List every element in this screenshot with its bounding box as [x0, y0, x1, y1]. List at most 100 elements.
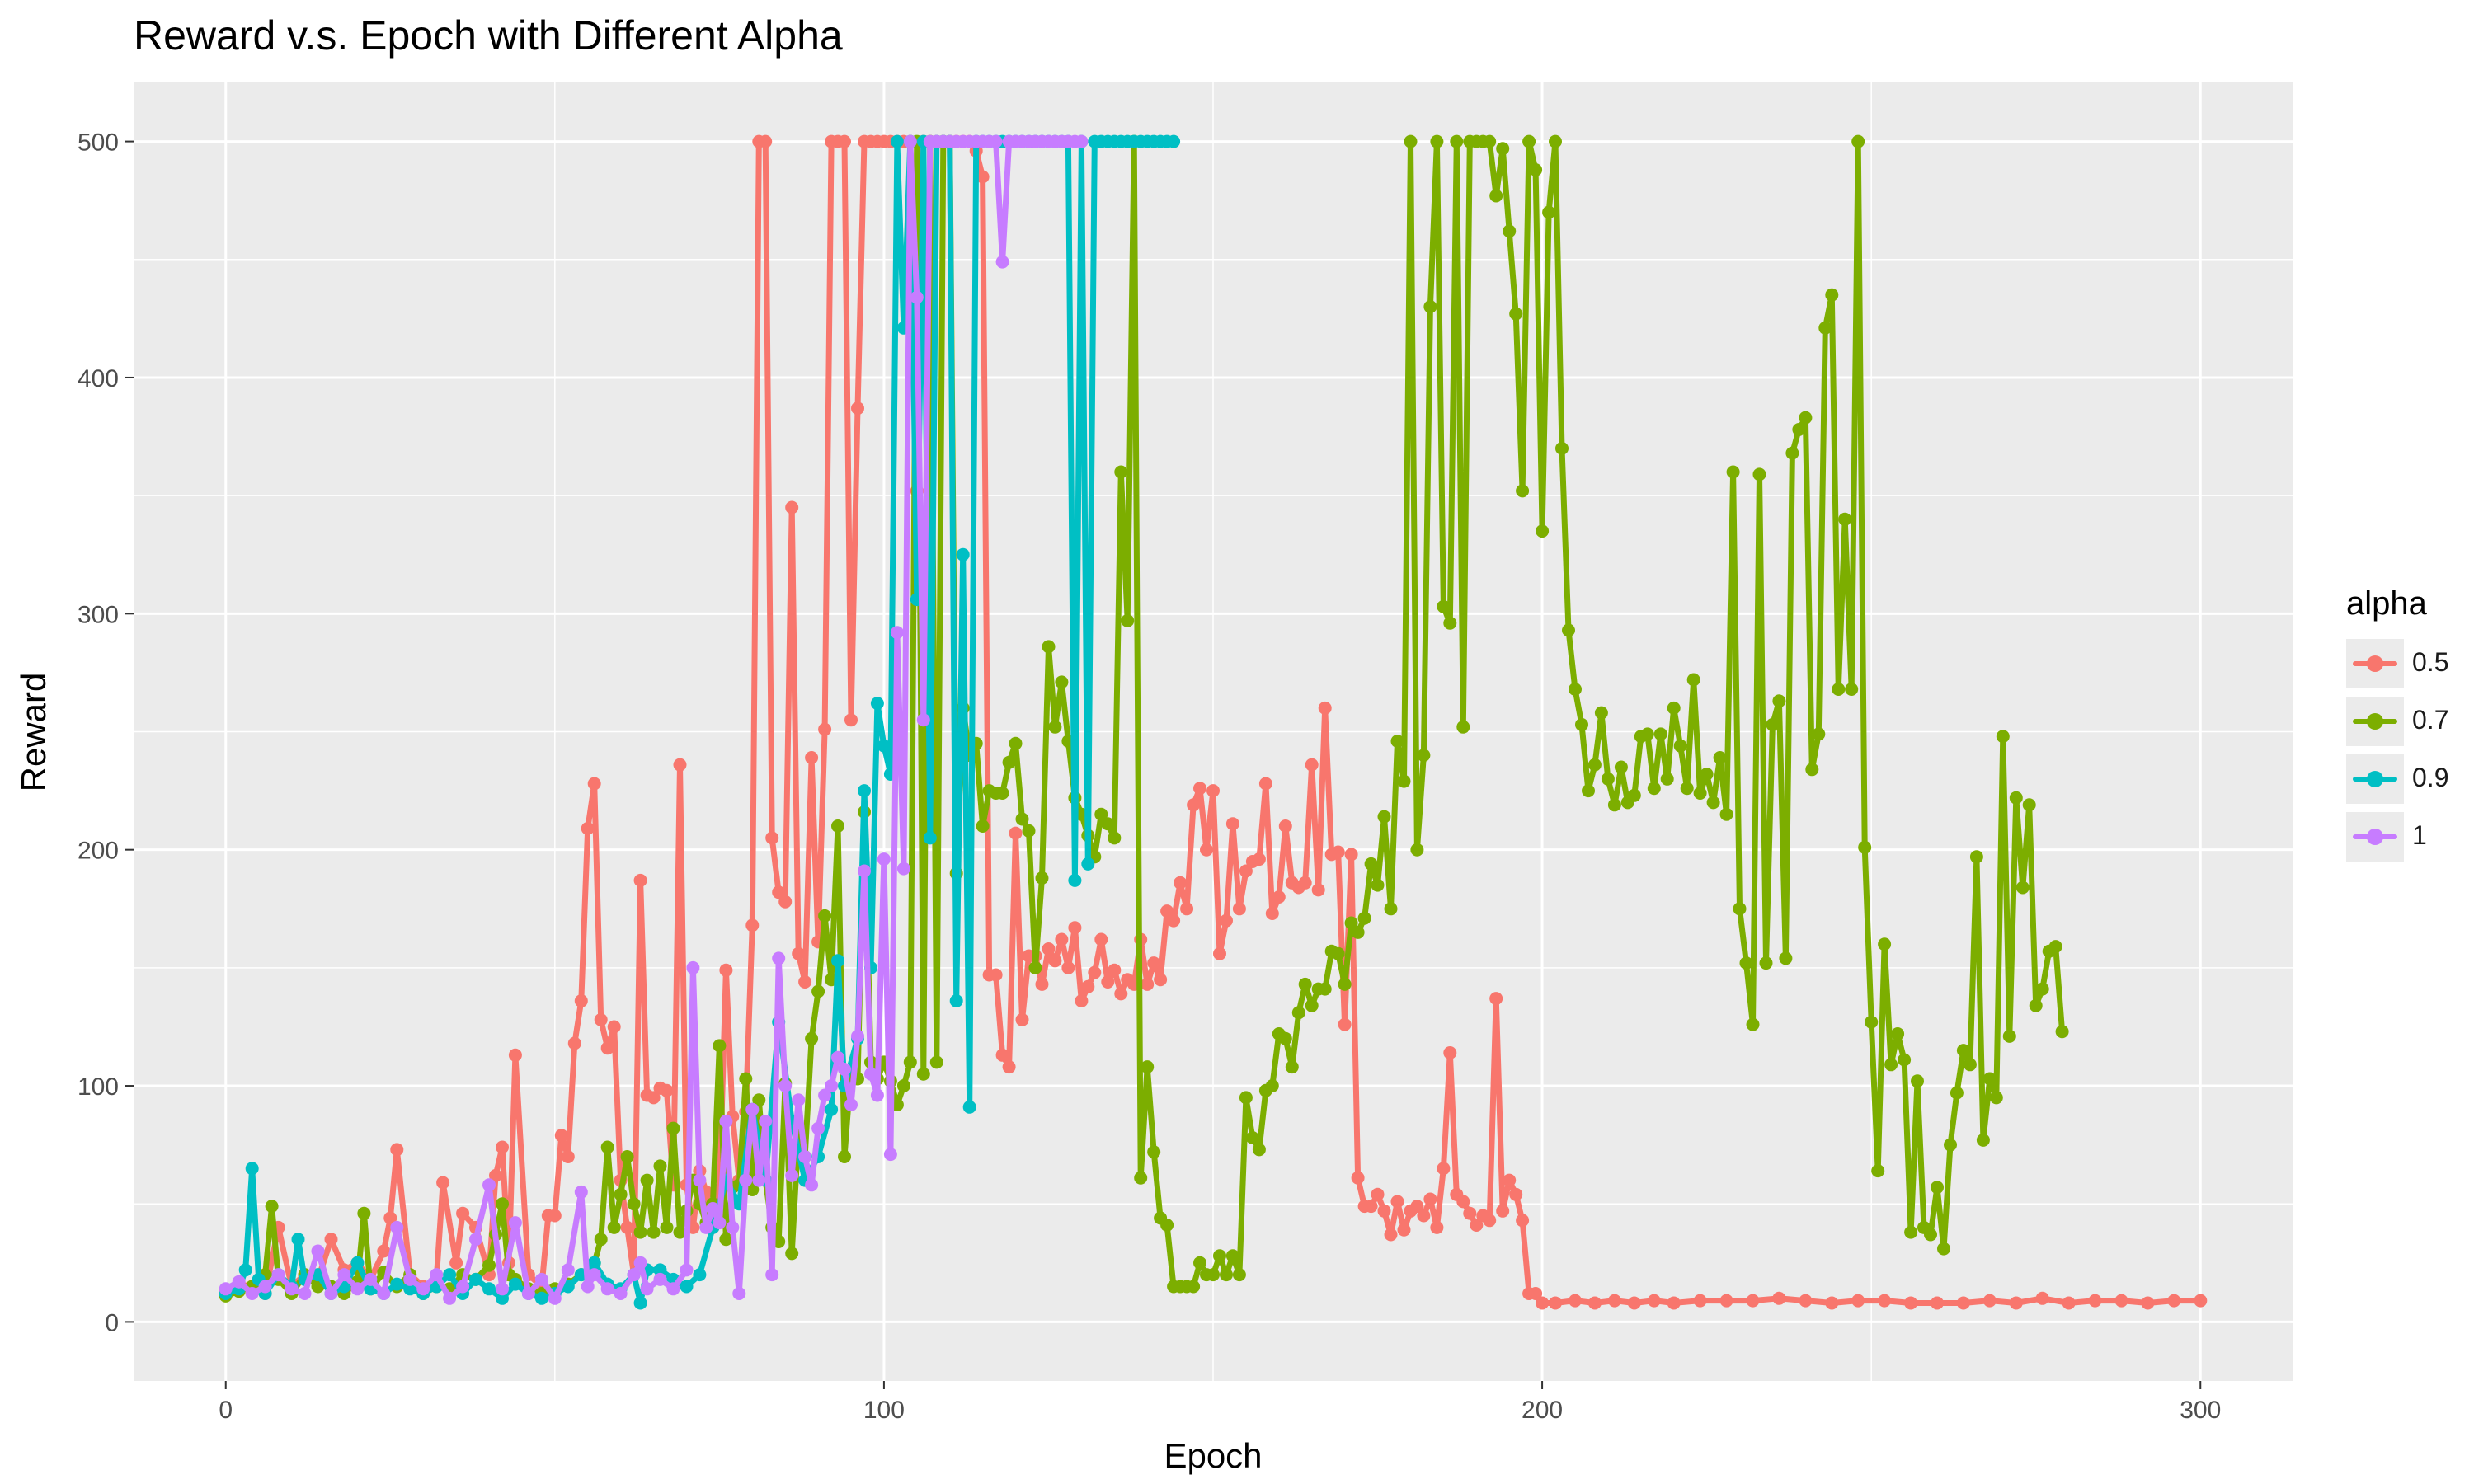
data-point	[1344, 916, 1358, 930]
data-point	[653, 1159, 667, 1173]
data-point	[1969, 850, 1983, 864]
data-point	[1258, 777, 1272, 791]
data-point	[1931, 1181, 1944, 1195]
grid-major	[134, 82, 2293, 1381]
data-point	[1318, 982, 1332, 996]
data-point	[896, 862, 910, 876]
legend-key	[2346, 697, 2404, 746]
data-point	[1904, 1296, 1918, 1310]
data-point	[745, 918, 760, 932]
data-point	[1108, 831, 1122, 845]
data-point	[962, 1100, 976, 1114]
data-point	[1239, 1091, 1253, 1105]
data-point	[383, 1211, 397, 1225]
data-point	[818, 722, 832, 736]
data-point	[995, 255, 1009, 269]
data-point	[521, 1287, 535, 1300]
data-point	[482, 1258, 496, 1272]
data-point	[594, 1012, 608, 1026]
data-point	[219, 1282, 233, 1296]
data-point	[1956, 1044, 1970, 1058]
data-point	[903, 134, 917, 148]
data-point	[587, 1256, 601, 1270]
data-point	[607, 1220, 621, 1234]
data-point	[1516, 484, 1530, 498]
data-point	[324, 1287, 338, 1300]
data-point	[469, 1272, 482, 1286]
data-point	[1002, 1060, 1016, 1074]
data-point	[508, 1216, 522, 1230]
data-point	[1529, 1287, 1543, 1300]
data-point	[1871, 1164, 1885, 1178]
legend-title: alpha	[2346, 585, 2427, 622]
data-point	[1509, 307, 1523, 321]
data-point	[647, 1225, 661, 1239]
data-point	[1825, 288, 1839, 302]
data-point	[1239, 864, 1253, 878]
data-point	[1160, 904, 1174, 918]
data-point	[1627, 1296, 1641, 1310]
data-point	[456, 1280, 470, 1294]
data-point	[1587, 758, 1602, 772]
data-point	[1371, 878, 1385, 892]
data-point	[772, 885, 786, 899]
data-point	[1384, 1228, 1398, 1242]
data-point	[2055, 1025, 2069, 1039]
data-point	[877, 739, 891, 753]
data-point	[561, 1263, 575, 1277]
data-point	[1154, 973, 1168, 987]
data-point	[1627, 788, 1641, 802]
data-point	[1311, 883, 1325, 897]
data-point	[1055, 932, 1069, 946]
data-point	[1772, 694, 1786, 708]
data-point	[1180, 902, 1194, 916]
data-point	[600, 1282, 614, 1296]
data-point	[1318, 701, 1332, 715]
data-point	[238, 1263, 252, 1277]
data-point	[324, 1233, 338, 1247]
data-point	[390, 1143, 404, 1157]
data-point	[1516, 1214, 1530, 1228]
data-point	[844, 713, 858, 727]
data-point	[1575, 717, 1588, 731]
y-tick-label: 0	[105, 1309, 119, 1336]
data-point	[1344, 848, 1358, 862]
data-point	[851, 1029, 864, 1043]
data-point	[745, 1183, 760, 1196]
data-point	[838, 1150, 851, 1163]
data-point	[1397, 774, 1411, 788]
data-point	[1114, 465, 1128, 479]
data-point	[858, 864, 871, 878]
data-point	[1832, 683, 1846, 696]
axis-layer: 0 100 200 300 0 100 200 300 400 500	[78, 129, 2221, 1424]
data-point	[285, 1282, 299, 1296]
data-point	[785, 1247, 799, 1261]
data-point	[759, 1115, 773, 1128]
data-point	[1569, 1294, 1582, 1308]
data-point	[1752, 467, 1766, 481]
data-point	[489, 1168, 502, 1182]
data-point	[298, 1287, 312, 1300]
data-point	[693, 1268, 707, 1282]
data-point	[647, 1091, 661, 1105]
data-point	[1291, 1006, 1305, 1020]
data-point	[1989, 1091, 2003, 1105]
data-point	[614, 1187, 628, 1201]
data-point	[1423, 300, 1437, 313]
x-tick-label: 0	[219, 1397, 233, 1424]
data-point	[1193, 1256, 1206, 1270]
data-point	[1272, 890, 1286, 904]
data-point	[1220, 913, 1233, 928]
data-point	[245, 1162, 259, 1176]
data-point	[1976, 1133, 1990, 1147]
data-point	[548, 1209, 562, 1223]
data-point	[496, 1197, 509, 1211]
data-point	[989, 968, 1003, 982]
data-point	[377, 1287, 391, 1300]
data-point	[1193, 782, 1206, 796]
data-point	[1147, 956, 1161, 970]
data-point	[1601, 772, 1615, 786]
data-point	[910, 290, 924, 304]
data-point	[976, 170, 990, 184]
